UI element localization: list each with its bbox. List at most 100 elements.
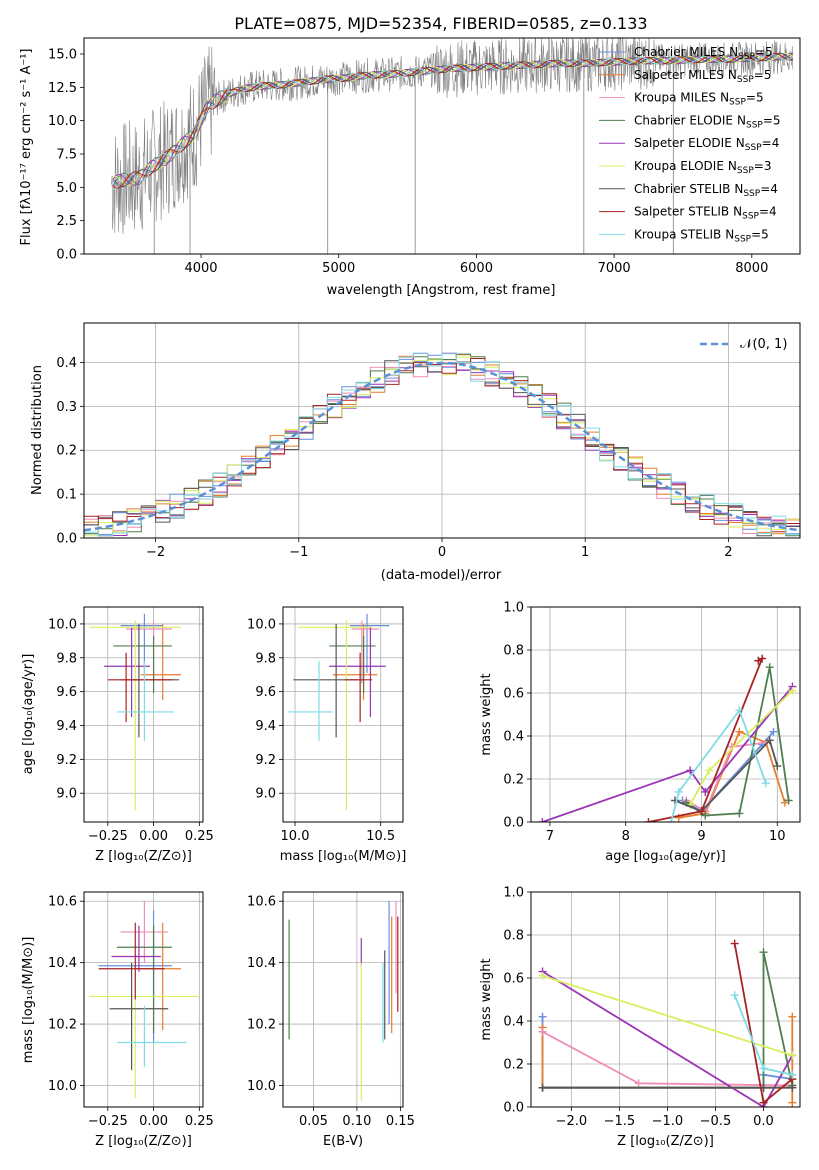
legend-nssp: NSSP=5 <box>720 91 764 108</box>
legend-label: Salpeter STELIB <box>634 205 729 219</box>
x-tick-label: −0.5 <box>700 1114 732 1129</box>
mass-weight-marker <box>644 818 653 822</box>
x-tick-label: −0.25 <box>88 1114 128 1129</box>
model-spectrum-line <box>112 53 793 187</box>
legend-nssp: NSSP=5 <box>728 68 772 85</box>
x-tick-label: 8000 <box>735 261 768 276</box>
errorbar-plot-area <box>89 901 200 1098</box>
x-tick-label: 0.25 <box>185 1114 214 1129</box>
y-tick-label: 10.2 <box>247 1018 276 1033</box>
x-tick-label: 10.5 <box>366 829 395 844</box>
legend-nssp-value: =5 <box>755 45 773 59</box>
y-tick-label: 10.0 <box>48 1079 77 1094</box>
legend-nssp-value: =5 <box>763 113 781 127</box>
y-tick-label: 0.1 <box>56 488 77 503</box>
y-tick-label: 9.4 <box>56 719 77 734</box>
legend-nssp-value: =4 <box>762 136 780 150</box>
mass-weight-marker <box>765 736 774 745</box>
mass-weight-line <box>542 685 794 822</box>
errorbar-plot-area <box>89 613 182 811</box>
y-tick-label: 0.2 <box>503 773 524 788</box>
mass-weight-marker <box>705 766 714 775</box>
x-tick-label: 4000 <box>184 261 217 276</box>
legend-nssp-n: N <box>737 113 746 127</box>
mass-weight-line <box>674 738 779 813</box>
y-tick-label: 0.2 <box>56 444 77 459</box>
x-tick-label: 0.15 <box>386 1114 415 1129</box>
legend-nssp-sub: SSP <box>743 189 760 199</box>
x-axis-label: Z [log₁₀(Z/Z⊙)] <box>617 1134 714 1149</box>
y-tick-label: 0.4 <box>503 1015 524 1030</box>
mass-weight-marker <box>730 991 739 1000</box>
mass-weight-marker <box>759 1098 768 1107</box>
figure-title: PLATE=0875, MJD=52354, FIBERID=0585, z=0… <box>234 14 647 33</box>
legend-nssp-sub: SSP <box>746 120 763 130</box>
mass-weight-marker <box>773 762 782 771</box>
normal-reference-curve <box>84 361 800 532</box>
axes-frame <box>83 606 204 823</box>
y-tick-label: 12.5 <box>48 81 77 96</box>
y-tick-label: 0.0 <box>56 532 77 547</box>
mass-weight-marker <box>701 811 710 820</box>
mass-weight-marker <box>538 1027 547 1036</box>
x-tick-label: 1 <box>581 545 589 560</box>
y-axis-label: mass [log₁₀(M/M⊙)] <box>21 937 36 1064</box>
x-tick-label: −1.5 <box>604 1114 636 1129</box>
y-tick-label: 9.8 <box>56 651 77 666</box>
model-spectrum-line <box>112 53 794 190</box>
x-tick-label: 10 <box>769 829 786 844</box>
legend-nssp-n: N <box>733 205 742 219</box>
x-tick-label: 8 <box>622 829 630 844</box>
y-tick-label: 9.2 <box>56 753 77 768</box>
mass-weight-marker <box>634 1079 643 1088</box>
x-tick-label: 0.0 <box>753 1114 774 1129</box>
y-tick-label: 9.6 <box>255 685 276 700</box>
legend-nssp-value: =5 <box>751 227 769 241</box>
x-tick-label: −0.25 <box>88 829 128 844</box>
y-axis-label: mass weight <box>479 673 494 755</box>
mass-weight-marker <box>538 971 547 980</box>
mass-weight-marker <box>788 1012 797 1021</box>
legend-nssp-sub: SSP <box>745 143 762 153</box>
x-tick-label: −2.0 <box>556 1114 588 1129</box>
axes-frame <box>530 606 801 823</box>
y-axis-label: mass weight <box>479 958 494 1040</box>
y-tick-label: 10.6 <box>48 895 77 910</box>
x-tick-label: 7000 <box>598 261 631 276</box>
mass-weight-marker <box>667 818 676 822</box>
legend-nssp-n: N <box>725 227 734 241</box>
y-tick-label: 10.0 <box>247 617 276 632</box>
mass-weight-marker <box>759 1064 768 1073</box>
y-tick-label: 0.4 <box>56 356 77 371</box>
mass-weight-marker <box>538 1083 547 1092</box>
x-tick-label: −1.0 <box>652 1114 684 1129</box>
errorbar-plot-area <box>288 613 390 811</box>
legend-nssp-n: N <box>736 136 745 150</box>
y-axis-label: age [log₁₀(age/yr)] <box>21 654 36 775</box>
y-tick-label: 0.0 <box>503 1101 524 1116</box>
mass-weight-line <box>670 708 767 822</box>
y-tick-label: 1.0 <box>503 601 524 616</box>
mass-weight-marker <box>788 1070 797 1079</box>
y-tick-label: 15.0 <box>48 48 77 63</box>
mass-weight-marker <box>674 787 683 796</box>
axes-frame <box>83 891 204 1108</box>
mass-weight-marker <box>735 727 744 736</box>
legend-nssp-n: N <box>728 68 737 82</box>
mass-weight-line <box>542 975 793 1057</box>
legend-nssp: NSSP=4 <box>734 182 778 199</box>
model-spectrum-line <box>112 52 793 186</box>
legend-nssp-sub: SSP <box>729 98 746 108</box>
x-tick-label: 0.00 <box>139 829 168 844</box>
mass-weight-marker <box>686 766 695 775</box>
legend-label: Salpeter ELODIE <box>634 136 732 150</box>
y-tick-label: 0.6 <box>503 972 524 987</box>
x-tick-label: 7 <box>546 829 554 844</box>
x-tick-label: 2 <box>724 545 732 560</box>
legend-nssp-value: =3 <box>754 159 772 173</box>
y-tick-label: 0.0 <box>503 816 524 831</box>
y-tick-label: 7.5 <box>56 148 77 163</box>
residual-histogram-step <box>84 358 800 533</box>
legend-label: Kroupa MILES <box>634 91 716 105</box>
mass-weight-marker <box>754 656 763 665</box>
